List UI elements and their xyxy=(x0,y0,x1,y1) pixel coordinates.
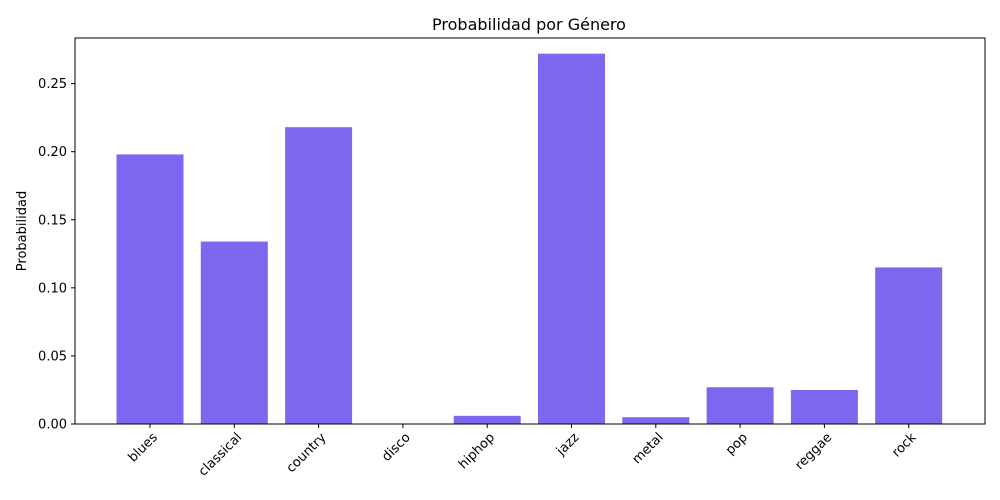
x-tick-label: disco xyxy=(379,430,413,464)
x-tick-label: pop xyxy=(723,430,751,458)
bar-reggae xyxy=(790,389,858,424)
y-tick-label: 0.20 xyxy=(38,145,67,160)
x-tick-label: metal xyxy=(630,430,667,467)
x-tick-label: rock xyxy=(889,430,920,461)
x-tick-label: reggae xyxy=(792,430,835,473)
x-tick-label: country xyxy=(284,430,330,476)
bar-metal xyxy=(622,417,690,424)
bar-pop xyxy=(706,387,774,424)
bar-classical xyxy=(200,241,268,424)
x-tick-label: hiphop xyxy=(456,430,498,472)
y-tick-label: 0.00 xyxy=(38,418,67,433)
plot-frame xyxy=(74,37,986,425)
y-axis-label: Probabilidad xyxy=(15,191,30,271)
bar-country xyxy=(285,127,353,425)
y-tick-label: 0.10 xyxy=(38,281,67,296)
x-tick-label: jazz xyxy=(553,430,582,459)
x-tick-label: classical xyxy=(196,430,245,479)
y-ticks-group: 0.00 0.05 0.10 0.15 0.20 0.25 xyxy=(38,77,75,433)
bar-rock xyxy=(875,267,943,424)
x-tick-label: blues xyxy=(126,430,161,465)
bar-hiphop xyxy=(453,415,521,424)
y-tick-label: 0.05 xyxy=(38,349,67,364)
y-tick-label: 0.25 xyxy=(38,77,67,92)
chart-title: Probabilidad por Género xyxy=(432,15,626,34)
x-ticks-group: blues classical country disco hiphop jazz meta… xyxy=(126,424,920,479)
bar-blues xyxy=(116,154,184,424)
bar-jazz xyxy=(538,53,605,425)
bars-group xyxy=(116,53,943,425)
y-tick-label: 0.15 xyxy=(38,213,67,228)
